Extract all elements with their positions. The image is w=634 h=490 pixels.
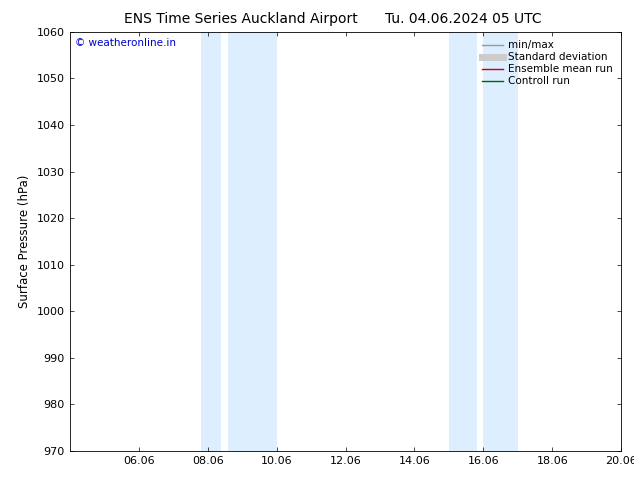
Legend: min/max, Standard deviation, Ensemble mean run, Controll run: min/max, Standard deviation, Ensemble me… [479, 37, 616, 90]
Bar [483, 32, 518, 451]
Bar [449, 32, 477, 451]
Text: ENS Time Series Auckland Airport: ENS Time Series Auckland Airport [124, 12, 358, 26]
Y-axis label: Surface Pressure (hPa): Surface Pressure (hPa) [18, 174, 31, 308]
Text: © weatheronline.in: © weatheronline.in [75, 38, 176, 48]
Bar [228, 32, 276, 451]
Text: Tu. 04.06.2024 05 UTC: Tu. 04.06.2024 05 UTC [384, 12, 541, 26]
Bar [201, 32, 221, 451]
